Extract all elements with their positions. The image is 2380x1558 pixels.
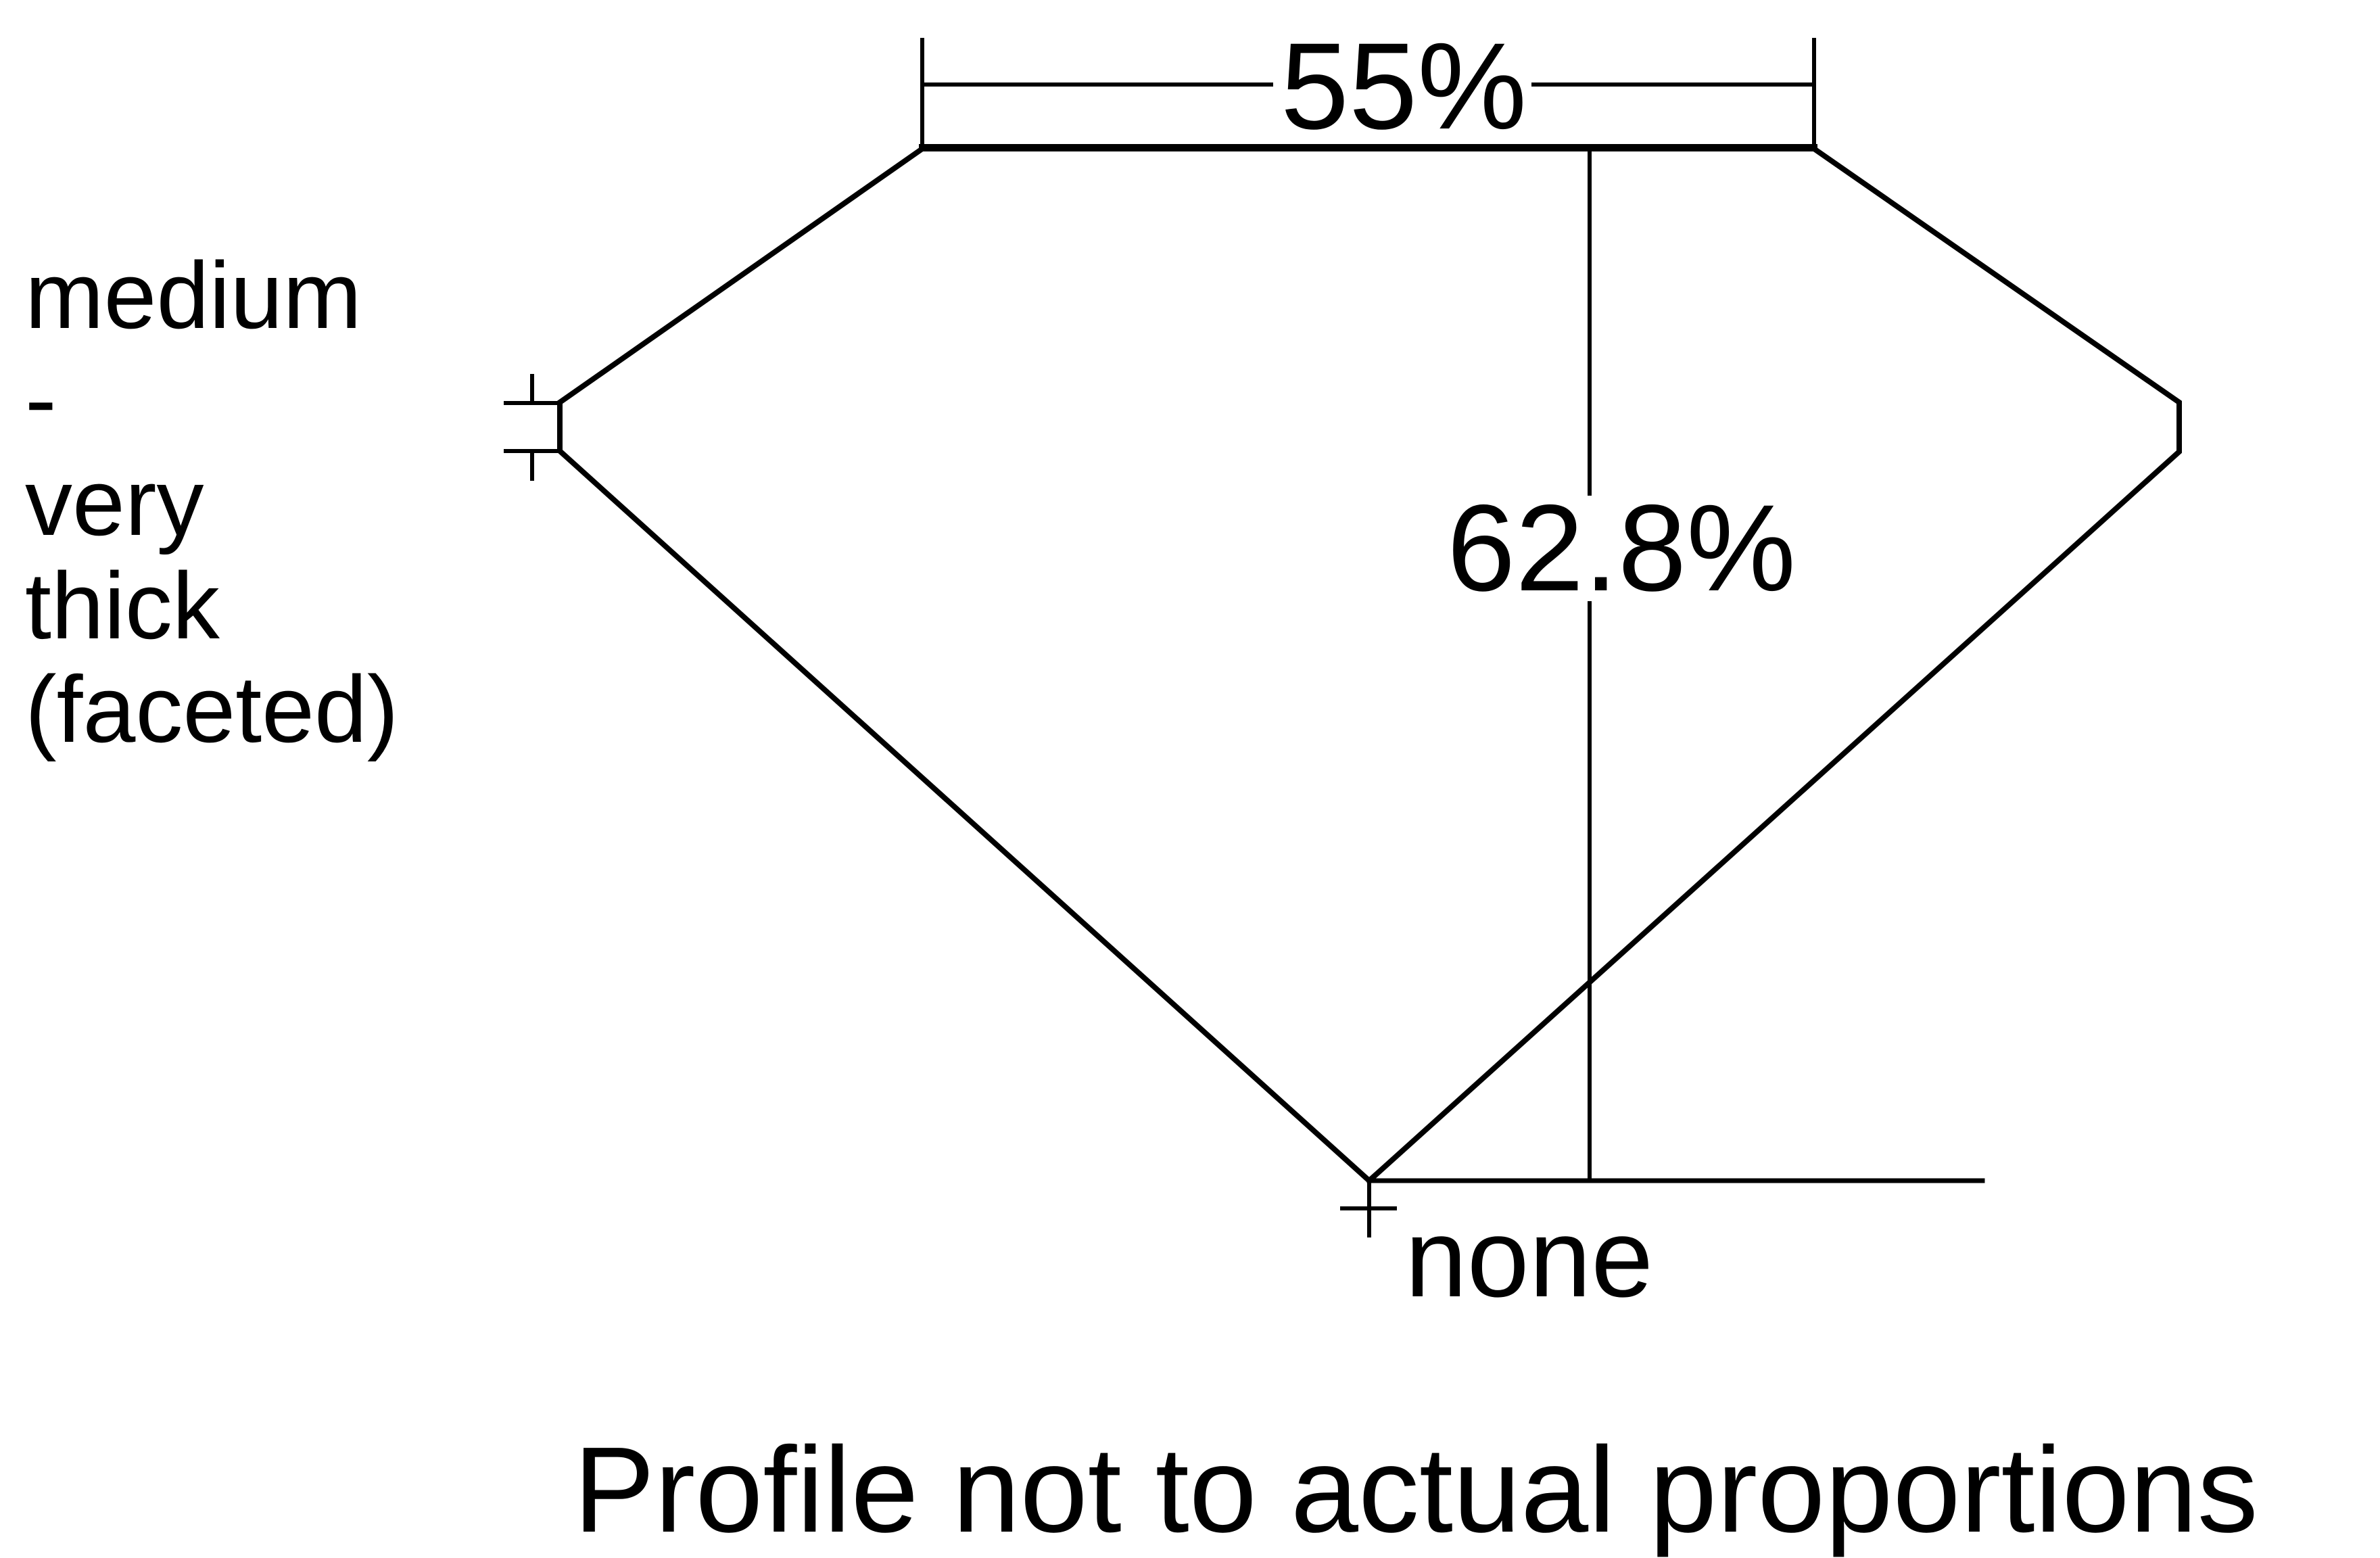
girdle-label: medium - very thick (faceted): [25, 242, 398, 762]
girdle-label-line-2: -: [25, 346, 57, 452]
culet-label: none: [1405, 1196, 1653, 1320]
girdle-label-line-1: medium: [25, 242, 362, 348]
girdle-label-line-5: (faceted): [25, 656, 398, 762]
gem-profile-outline: [557, 146, 2182, 1185]
girdle-label-line-4: thick: [25, 552, 220, 659]
girdle-label-line-3: very: [25, 449, 204, 555]
table-width-label: 55%: [1281, 17, 1527, 155]
depth-label: 62.8%: [1447, 479, 1796, 617]
caption-text: Profile not to actual proportions: [573, 1422, 2258, 1558]
